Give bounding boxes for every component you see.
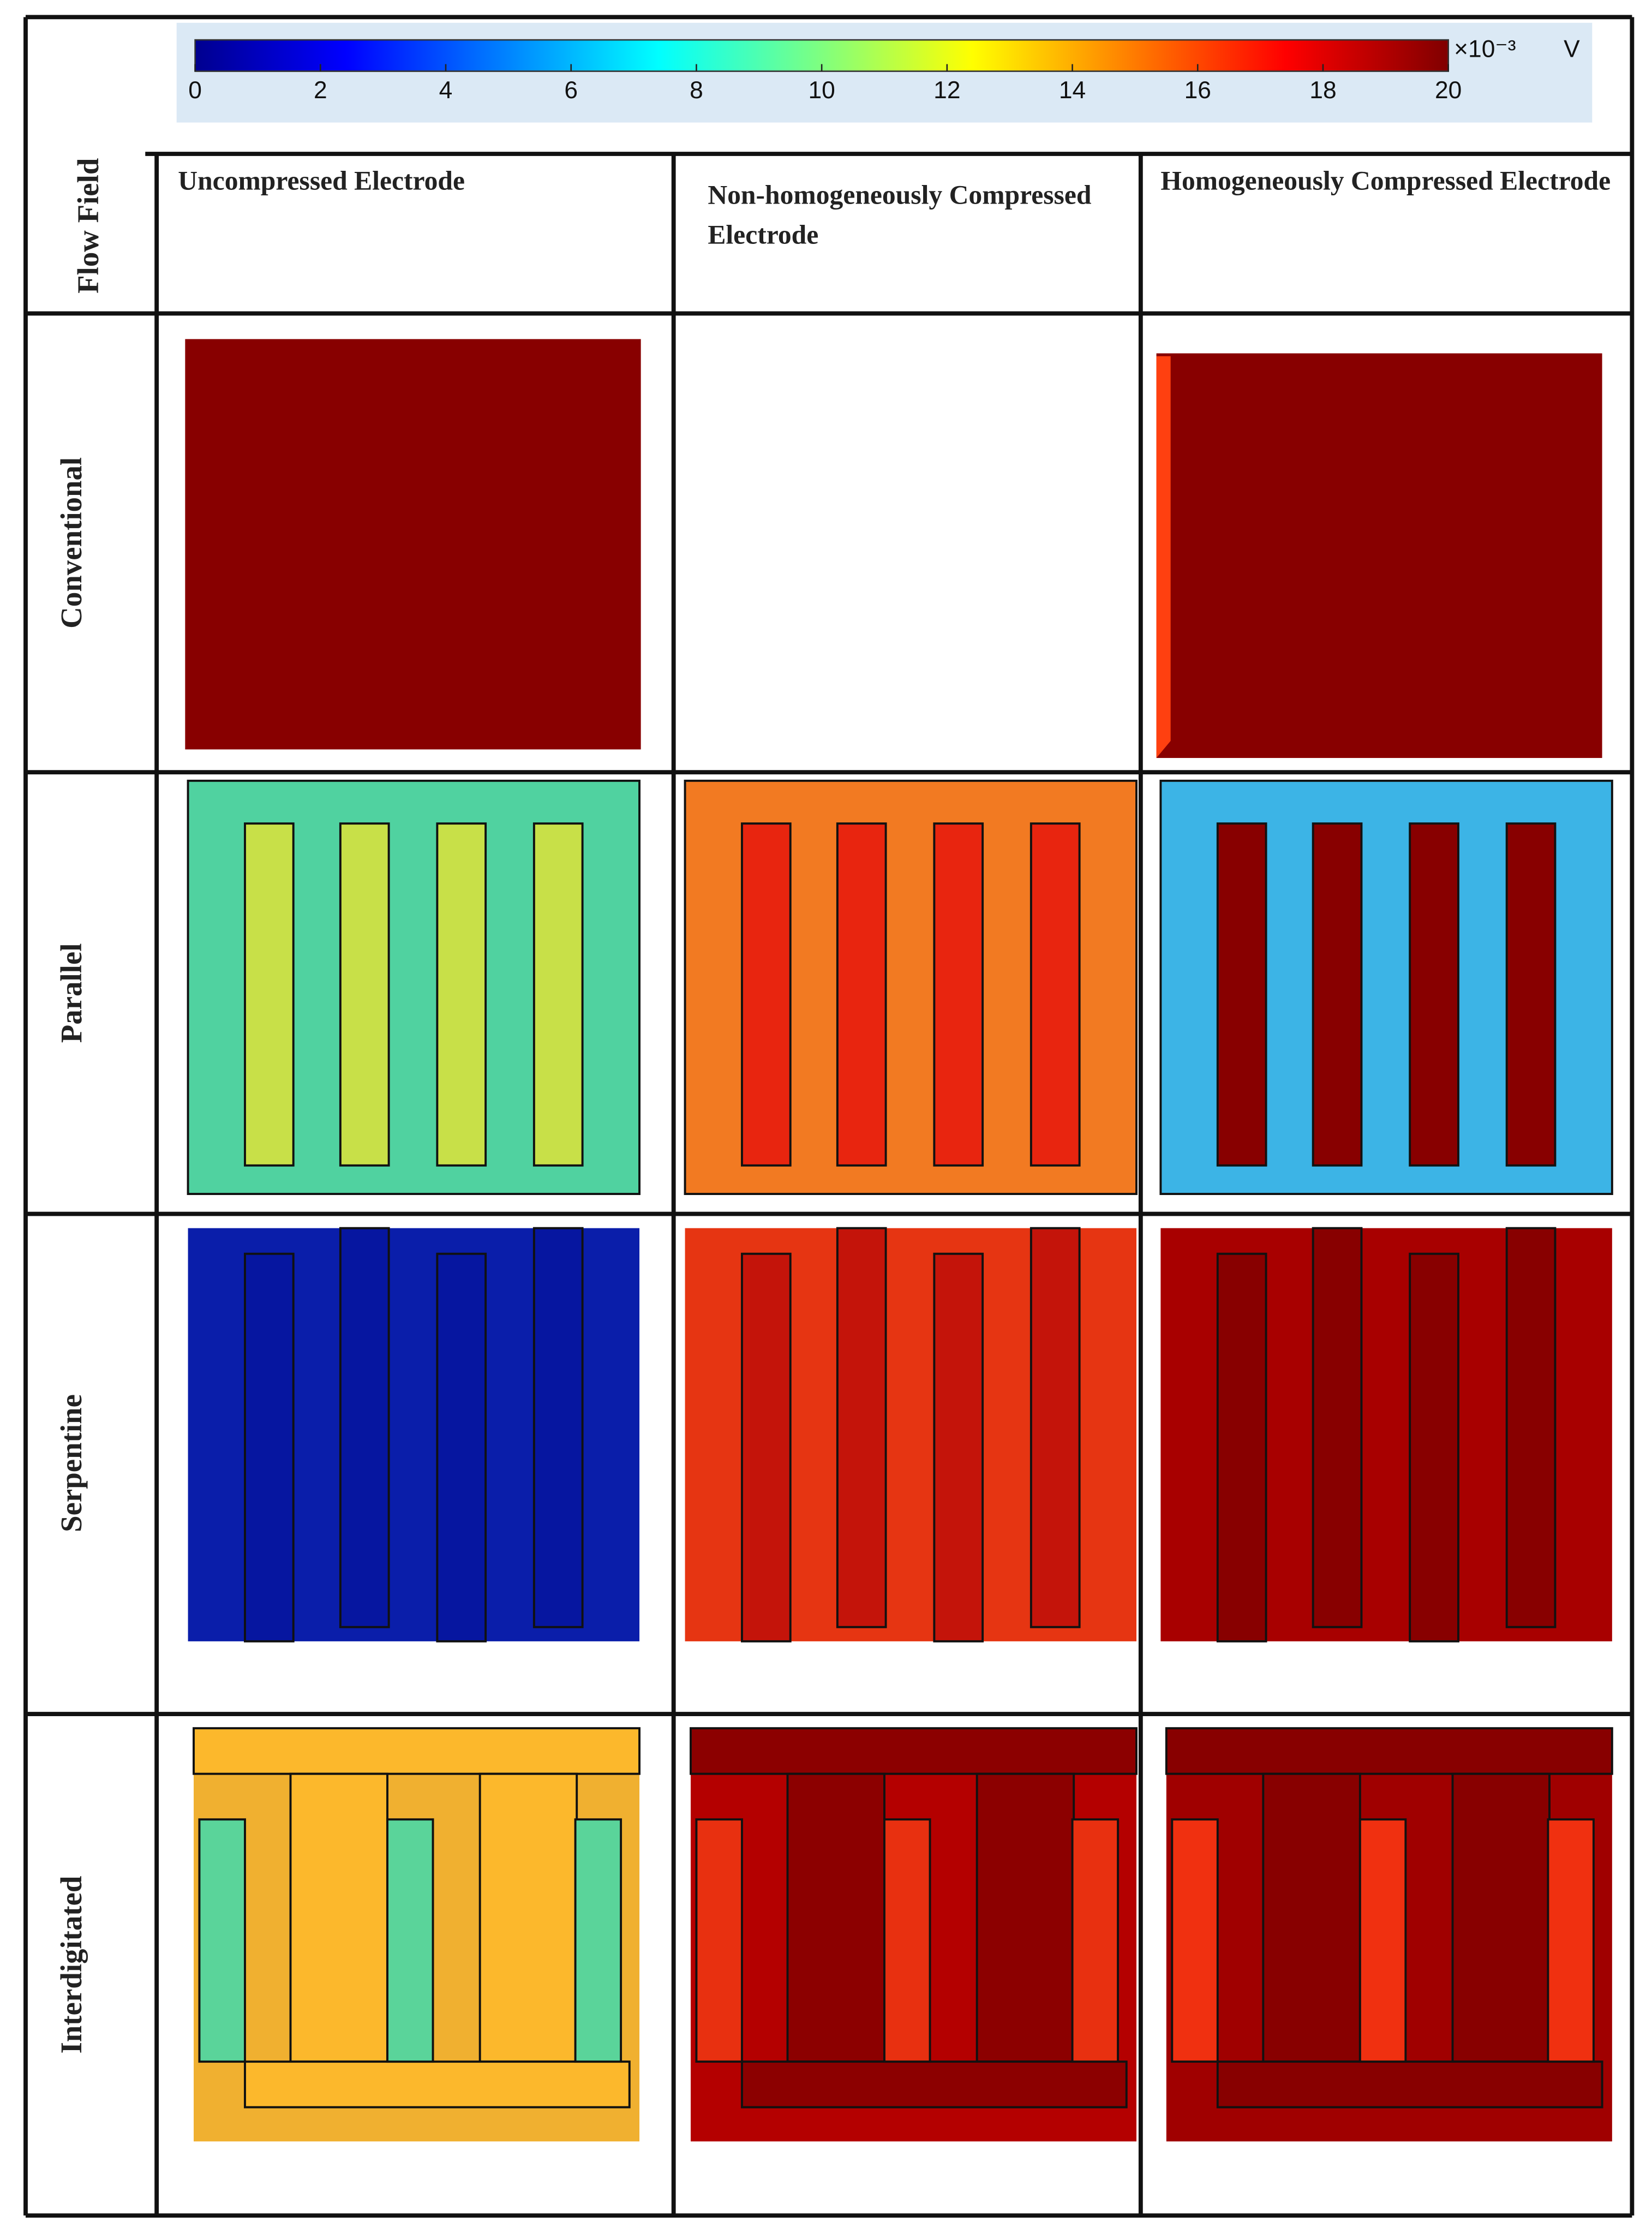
plot-region	[1029, 1227, 1081, 1628]
plot-region	[1071, 1818, 1120, 2063]
plot-region	[1216, 822, 1267, 1167]
plot-region	[1505, 1227, 1557, 1628]
plot-region	[1216, 1252, 1267, 1642]
row-header: Serpentine	[54, 1394, 88, 1532]
colorbar-tick-label: 0	[188, 77, 202, 104]
colorbar-tick-label: 6	[564, 77, 578, 104]
plot-region	[690, 1727, 1138, 1775]
row-header: Interdigitated	[54, 1875, 88, 2054]
plot-region	[436, 822, 487, 1167]
plot-region	[436, 1252, 487, 1642]
plot-region	[574, 1818, 623, 2063]
plot-region	[741, 822, 792, 1167]
colorbar-tick-label: 4	[439, 77, 453, 104]
contour-plots	[185, 339, 1613, 2142]
plot-region	[532, 1227, 584, 1628]
plot-region	[198, 1818, 246, 2063]
plot-region	[1216, 2060, 1603, 2108]
plot-region	[185, 339, 641, 750]
plot-region	[933, 1252, 984, 1642]
colorbar-tick-label: 2	[314, 77, 327, 104]
plot-region	[532, 822, 584, 1167]
plot-region	[1451, 1772, 1551, 2063]
plot-region	[339, 1227, 390, 1628]
plot-region	[1358, 1818, 1407, 2063]
plot-edge	[1156, 356, 1171, 758]
plot-region	[1409, 1252, 1459, 1642]
plot-region	[386, 1818, 434, 2063]
plot-region	[883, 1818, 931, 2063]
table-grid	[23, 15, 1635, 2218]
column-header: Uncompressed Electrode	[178, 166, 465, 197]
plot-region	[741, 1252, 792, 1642]
plot-region	[1312, 1227, 1363, 1628]
colorbar-tick-label: 18	[1309, 77, 1336, 104]
colorbar-tick-label: 16	[1184, 77, 1211, 104]
column-header: Homogeneously Compressed Electrode	[1160, 166, 1611, 197]
colorbar: 0 2 4 6 8 10 12 14 16 18 20 ×10⁻³ V	[188, 35, 1580, 104]
plot-region	[695, 1818, 743, 2063]
row-header: Conventional	[54, 457, 88, 629]
colorbar-tick-label: 8	[690, 77, 703, 104]
colorbar-tick-label: 20	[1435, 77, 1462, 104]
plot-region	[244, 822, 295, 1167]
colorbar-unit: V	[1564, 35, 1580, 62]
plot-region	[244, 1252, 295, 1642]
plot-region	[1029, 822, 1081, 1167]
plot-region	[836, 822, 887, 1167]
plot-region	[244, 2060, 631, 2108]
plot-region	[339, 822, 390, 1167]
plot-region	[1312, 822, 1363, 1167]
plot-region	[193, 1727, 641, 1775]
plot-region	[1171, 1818, 1219, 2063]
plot-region	[1409, 822, 1459, 1167]
plot-region	[289, 1772, 388, 2063]
corner-label: Flow Field	[71, 158, 106, 294]
colorbar-multiplier: ×10⁻³	[1454, 35, 1516, 62]
row-header: Parallel	[54, 943, 88, 1043]
plot-region	[741, 2060, 1128, 2108]
plot-region	[1156, 353, 1602, 758]
column-header: Non-homogeneously Compressed Electrode	[708, 181, 1092, 251]
plot-region	[975, 1772, 1075, 2063]
plot-region	[933, 822, 984, 1167]
plot-region	[1262, 1772, 1361, 2063]
colorbar-tick-label: 10	[808, 77, 835, 104]
plot-region	[1505, 822, 1557, 1167]
plot-region	[836, 1227, 887, 1628]
plot-region	[1165, 1727, 1613, 1775]
plot-region	[1547, 1818, 1595, 2063]
colorbar-panel	[176, 22, 1593, 123]
plot-region	[478, 1772, 578, 2063]
colorbar-tick-label: 14	[1059, 77, 1086, 104]
plot-region	[786, 1772, 885, 2063]
colorbar-tick-label: 12	[933, 77, 960, 104]
